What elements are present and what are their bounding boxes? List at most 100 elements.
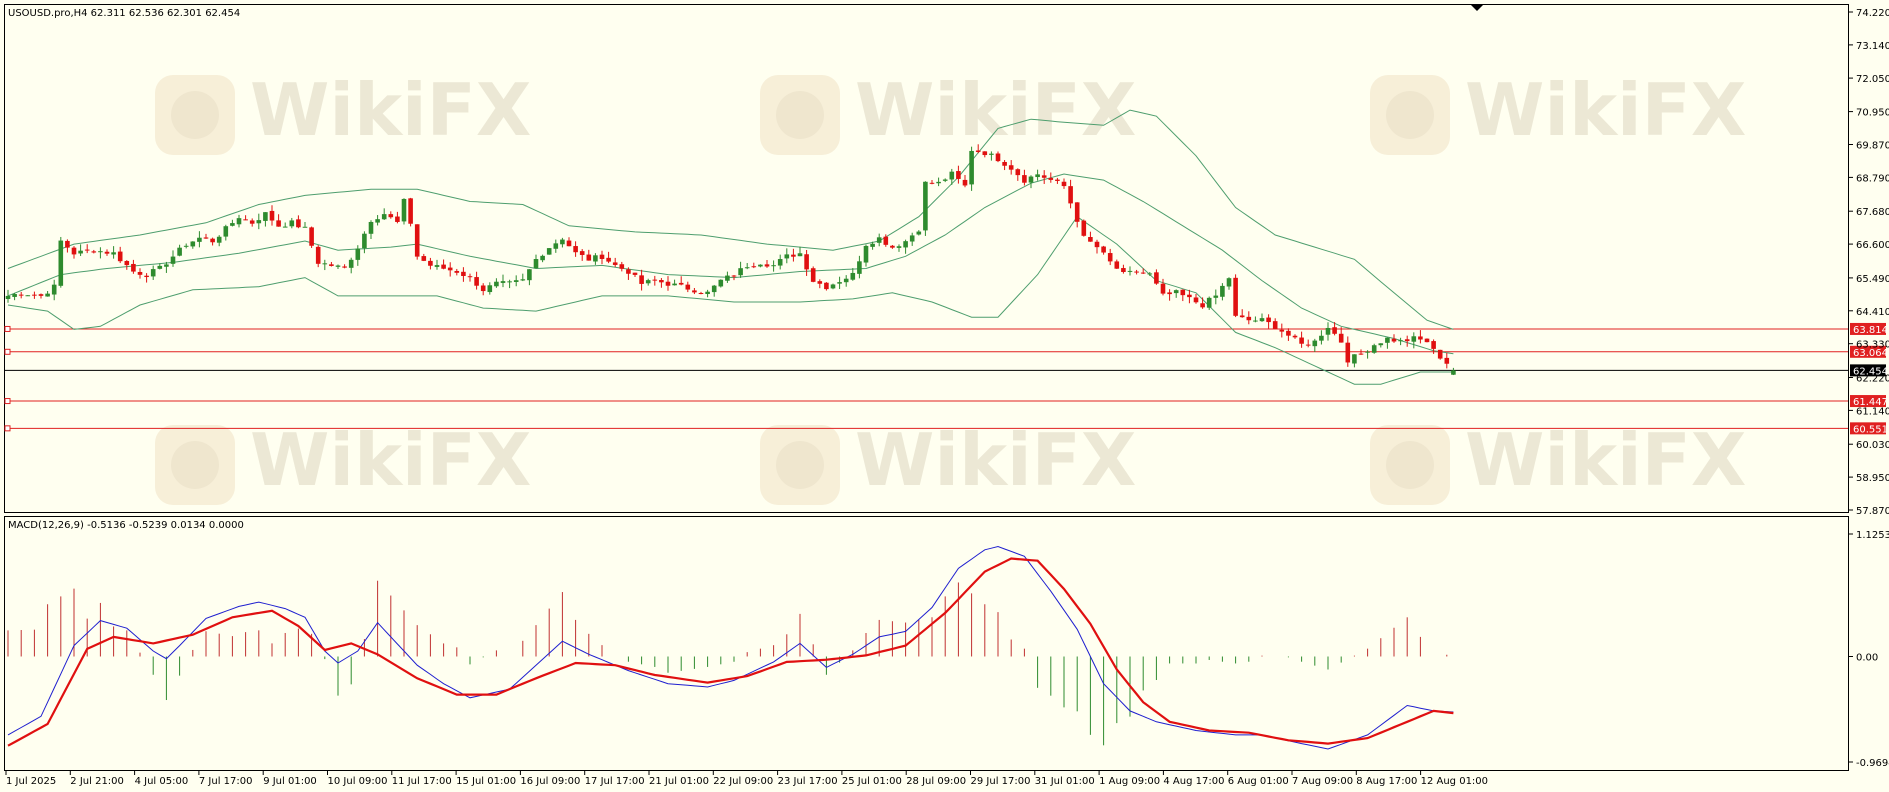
candle-body[interactable] xyxy=(824,282,829,290)
candle-body[interactable] xyxy=(507,281,512,283)
candle-body[interactable] xyxy=(665,281,671,286)
candle-body[interactable] xyxy=(1048,177,1054,180)
candle-body[interactable] xyxy=(1226,278,1232,287)
candle-body[interactable] xyxy=(1200,303,1205,308)
candle-body[interactable] xyxy=(1187,294,1192,298)
candle-body[interactable] xyxy=(1173,290,1179,294)
candle-body[interactable] xyxy=(434,265,440,267)
candle-body[interactable] xyxy=(467,276,473,278)
candle-body[interactable] xyxy=(698,293,704,295)
candle-body[interactable] xyxy=(1246,316,1252,321)
candle-body[interactable] xyxy=(170,256,176,264)
candle-body[interactable] xyxy=(45,293,50,297)
candle-body[interactable] xyxy=(1206,297,1212,308)
candle-body[interactable] xyxy=(1253,320,1258,322)
level-handle-icon[interactable] xyxy=(4,425,11,432)
candle-body[interactable] xyxy=(639,275,644,284)
candle-body[interactable] xyxy=(857,261,862,274)
candle-body[interactable] xyxy=(124,260,130,266)
candle-body[interactable] xyxy=(203,237,209,239)
candle-body[interactable] xyxy=(744,267,750,269)
candle-body[interactable] xyxy=(243,219,248,221)
candle-body[interactable] xyxy=(533,259,539,269)
candle-body[interactable] xyxy=(995,153,1001,162)
candle-body[interactable] xyxy=(606,257,611,262)
candle-body[interactable] xyxy=(1107,253,1113,262)
candle-body[interactable] xyxy=(705,291,710,295)
candle-body[interactable] xyxy=(276,220,281,227)
candle-body[interactable] xyxy=(1134,271,1139,273)
macd-panel[interactable] xyxy=(7,545,1454,750)
candle-body[interactable] xyxy=(989,153,994,155)
candle-body[interactable] xyxy=(672,283,677,286)
candle-body[interactable] xyxy=(1028,176,1034,183)
candle-body[interactable] xyxy=(982,151,988,156)
candle-body[interactable] xyxy=(553,243,559,249)
candle-body[interactable] xyxy=(1352,354,1357,364)
candle-body[interactable] xyxy=(1233,277,1238,316)
candle-body[interactable] xyxy=(296,219,301,228)
candle-body[interactable] xyxy=(368,221,374,234)
level-handle-icon[interactable] xyxy=(4,348,11,355)
candle-body[interactable] xyxy=(890,245,895,248)
candle-body[interactable] xyxy=(12,294,17,297)
candle-body[interactable] xyxy=(84,249,90,251)
candle-body[interactable] xyxy=(1015,169,1021,176)
candle-body[interactable] xyxy=(322,263,328,265)
candle-body[interactable] xyxy=(230,223,235,226)
candle-body[interactable] xyxy=(771,265,776,267)
candle-body[interactable] xyxy=(1259,318,1265,322)
candle-body[interactable] xyxy=(791,254,796,257)
candle-body[interactable] xyxy=(1286,330,1291,336)
candle-body[interactable] xyxy=(1398,340,1403,342)
candle-body[interactable] xyxy=(540,255,545,261)
candle-body[interactable] xyxy=(395,216,400,222)
candle-body[interactable] xyxy=(870,243,875,247)
candle-body[interactable] xyxy=(388,214,394,218)
candle-body[interactable] xyxy=(659,280,664,283)
candle-body[interactable] xyxy=(1220,285,1225,297)
candle-body[interactable] xyxy=(223,226,229,237)
candle-body[interactable] xyxy=(593,255,598,262)
candle-body[interactable] xyxy=(375,219,380,223)
candle-body[interactable] xyxy=(1391,338,1397,342)
candle-body[interactable] xyxy=(1371,345,1377,353)
candle-body[interactable] xyxy=(632,272,638,275)
candle-body[interactable] xyxy=(1319,335,1324,341)
price-panel[interactable] xyxy=(4,109,1848,432)
candle-body[interactable] xyxy=(414,224,420,257)
candle-body[interactable] xyxy=(942,179,948,181)
candle-body[interactable] xyxy=(883,236,889,245)
candle-body[interactable] xyxy=(969,150,974,185)
candle-body[interactable] xyxy=(1338,333,1344,343)
candle-body[interactable] xyxy=(150,269,156,277)
candle-body[interactable] xyxy=(718,279,724,287)
candle-body[interactable] xyxy=(1160,283,1166,294)
candle-body[interactable] xyxy=(447,267,453,271)
candle-body[interactable] xyxy=(18,294,24,296)
candle-body[interactable] xyxy=(962,179,968,186)
candle-body[interactable] xyxy=(216,236,222,243)
candle-body[interactable] xyxy=(1147,273,1153,275)
candle-body[interactable] xyxy=(513,280,519,282)
candle-body[interactable] xyxy=(599,254,605,259)
candle-body[interactable] xyxy=(1431,341,1436,349)
candle-body[interactable] xyxy=(1365,351,1370,353)
candle-body[interactable] xyxy=(1127,270,1133,272)
candle-body[interactable] xyxy=(1121,268,1126,272)
candle-body[interactable] xyxy=(975,150,981,152)
candle-body[interactable] xyxy=(381,214,387,220)
candle-body[interactable] xyxy=(289,220,295,227)
candle-body[interactable] xyxy=(190,241,196,247)
candle-body[interactable] xyxy=(810,268,816,282)
candle-body[interactable] xyxy=(1299,337,1304,344)
candle-body[interactable] xyxy=(1305,344,1311,346)
candle-body[interactable] xyxy=(329,264,334,266)
candle-body[interactable] xyxy=(758,264,763,267)
candle-body[interactable] xyxy=(454,270,460,273)
candle-body[interactable] xyxy=(1358,353,1364,355)
candle-body[interactable] xyxy=(1167,292,1172,295)
candle-body[interactable] xyxy=(71,247,77,255)
candle-body[interactable] xyxy=(78,250,83,254)
candle-body[interactable] xyxy=(850,272,856,280)
